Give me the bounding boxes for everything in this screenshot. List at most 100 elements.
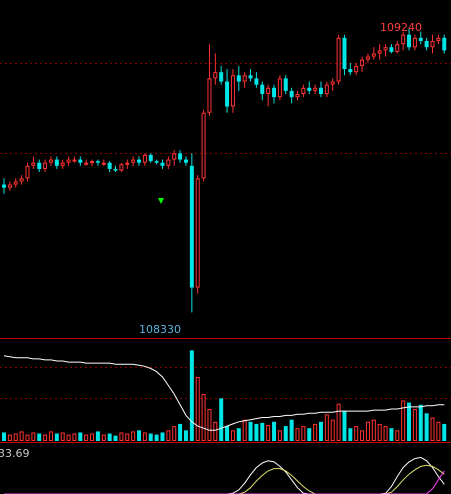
candle-body [330,81,335,85]
volume-grid [0,367,451,399]
candle [195,175,200,294]
candle-body [295,94,300,98]
candle-body [142,154,147,163]
volume-bar [248,421,253,441]
volume-bar [377,423,382,441]
volume-bar [160,432,165,441]
volume-bar [48,431,53,441]
candle-body [72,159,77,162]
volume-bar [260,422,265,441]
candle [107,161,112,173]
volume-bar [236,428,241,441]
candle [189,153,194,313]
candle-body [37,162,42,169]
candle [360,56,365,73]
volume-bar [295,428,300,442]
candle [66,156,71,166]
candle [166,156,171,169]
candle-body [289,90,294,98]
candle-body [148,154,153,162]
volume-bar [54,433,59,441]
candle-body [242,75,247,82]
candle [354,62,359,76]
candle [148,153,153,163]
volume-bar [131,431,136,441]
candle-body [107,162,112,169]
candle-body [131,159,136,163]
candle-body [283,78,288,91]
candle-body [318,87,323,95]
volume-bar [360,430,365,442]
candle [13,178,18,188]
volume-bar [166,430,171,442]
volume-bar [225,426,230,441]
candle-body [248,75,253,79]
candle-body [213,72,218,79]
volume-ma-line [3,355,445,431]
candle-body [48,159,53,163]
candle [2,178,6,194]
candle-body [371,53,376,57]
candle-body [166,159,171,166]
volume-bar [148,433,153,441]
candle-body [2,184,6,188]
volume-bar [283,426,288,441]
volume-bar [119,432,124,442]
candle-body [236,75,241,82]
candle-body [219,72,224,82]
candle-body [260,84,265,95]
volume-bars [2,350,447,442]
candle-body [225,81,230,107]
candle [254,72,259,88]
volume-bar [318,421,323,441]
candle-body [336,37,341,82]
volume-bar [84,434,89,442]
volume-bar [242,419,247,441]
candle-body [377,50,382,54]
volume-bar [230,430,235,442]
candle [207,44,212,116]
candle-body [383,47,388,51]
volume-bar [137,430,142,441]
volume-bar [395,430,400,442]
candle [330,78,335,91]
candle-body [195,178,200,288]
candle-body [183,159,188,163]
candle-body [19,178,24,182]
candle-body [266,87,271,95]
candle [242,72,247,88]
volume-bar [219,398,224,441]
candle [137,156,142,166]
candle-body [84,162,89,165]
candle-body [207,78,212,113]
candle [142,153,147,166]
candle [43,159,48,173]
volume-bar [436,421,441,441]
candle-body [254,78,259,85]
volume-bar [289,419,294,441]
candle-body [307,87,312,91]
candle-body [277,78,282,98]
volume-bar [389,428,394,441]
candle-body [66,159,71,163]
candle-body [201,112,206,179]
candle-body [418,37,423,41]
candle [125,159,130,169]
candles [2,28,447,313]
high-price-label: 109240 [380,21,422,34]
candle [260,81,265,101]
candle [160,159,165,169]
candle-body [95,161,100,163]
candle-body [365,56,370,60]
volume-bar [307,428,312,441]
volume-bar [442,423,447,441]
candle [383,44,388,57]
candle [78,156,83,166]
candle-body [348,69,353,73]
candle [201,109,206,182]
candle-body [424,40,429,48]
candle [90,159,95,166]
candle [101,159,106,166]
